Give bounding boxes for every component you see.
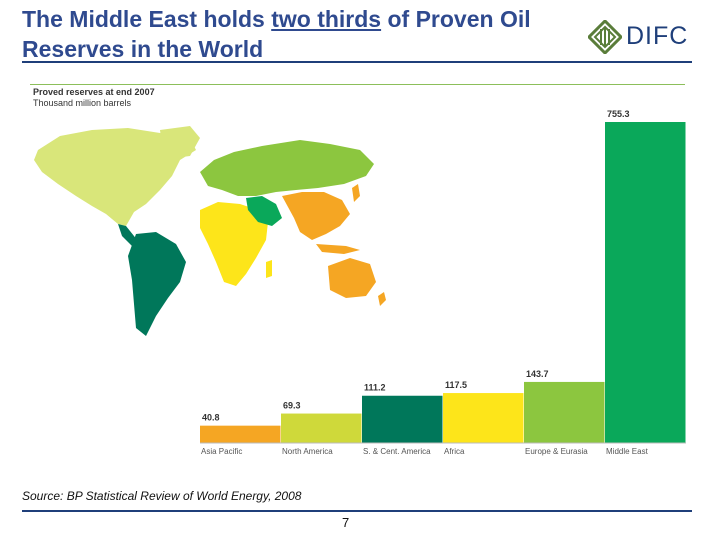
- map-japan: [352, 184, 360, 202]
- map-australia: [328, 258, 376, 298]
- title-emphasis: two thirds: [271, 6, 382, 32]
- value-label-5: 755.3: [607, 109, 630, 119]
- map-indonesia: [316, 244, 360, 254]
- bar-5: [605, 122, 686, 443]
- value-label-4: 143.7: [526, 369, 549, 379]
- map-asia-pacific: [282, 192, 350, 240]
- map-madagascar: [266, 260, 272, 278]
- map-greenland: [160, 126, 200, 158]
- value-label-1: 69.3: [283, 401, 301, 411]
- title-part-2: of Proven Oil Reserves in the World: [22, 6, 531, 62]
- page-title: The Middle East holds two thirds of Prov…: [22, 4, 602, 64]
- value-label-2: 111.2: [364, 383, 386, 393]
- chart-title: Proved reserves at end 2007: [33, 87, 155, 97]
- category-label-5: Middle East: [606, 447, 649, 456]
- category-label-3: Africa: [444, 447, 465, 456]
- footer-rule: [22, 510, 692, 512]
- value-label-3: 117.5: [445, 380, 467, 390]
- bar-0: [200, 425, 281, 443]
- bar-4: [524, 381, 605, 443]
- chart-top-rule: [30, 84, 685, 85]
- bar-2: [362, 395, 443, 443]
- source-note: Source: BP Statistical Review of World E…: [22, 489, 302, 503]
- title-part-1: The Middle East holds: [22, 6, 272, 32]
- bar-1: [281, 413, 362, 443]
- bar-3: [443, 393, 524, 443]
- page-number: 7: [342, 515, 350, 530]
- bar-group: 40.8 Asia Pacific 69.3 North America 111.2 S.…: [200, 109, 686, 456]
- map-south-america: [128, 232, 186, 336]
- map-europe-eurasia: [200, 140, 374, 196]
- category-label-0: Asia Pacific: [201, 447, 242, 456]
- map-new-zealand: [378, 292, 386, 306]
- map-middle-east: [246, 196, 282, 226]
- category-label-2: S. & Cent. America: [363, 447, 431, 456]
- difc-logo: DIFC: [586, 18, 698, 56]
- difc-diamond-icon: [586, 18, 624, 56]
- category-label-1: North America: [282, 447, 333, 456]
- title-rule: [22, 61, 692, 63]
- category-label-4: Europe & Eurasia: [525, 447, 588, 456]
- world-map: [34, 126, 386, 336]
- map-africa: [200, 202, 268, 286]
- chart-subtitle: Thousand million barrels: [33, 98, 132, 108]
- value-label-0: 40.8: [202, 413, 220, 423]
- map-north-america: [34, 128, 196, 226]
- difc-logo-text: DIFC: [626, 22, 689, 50]
